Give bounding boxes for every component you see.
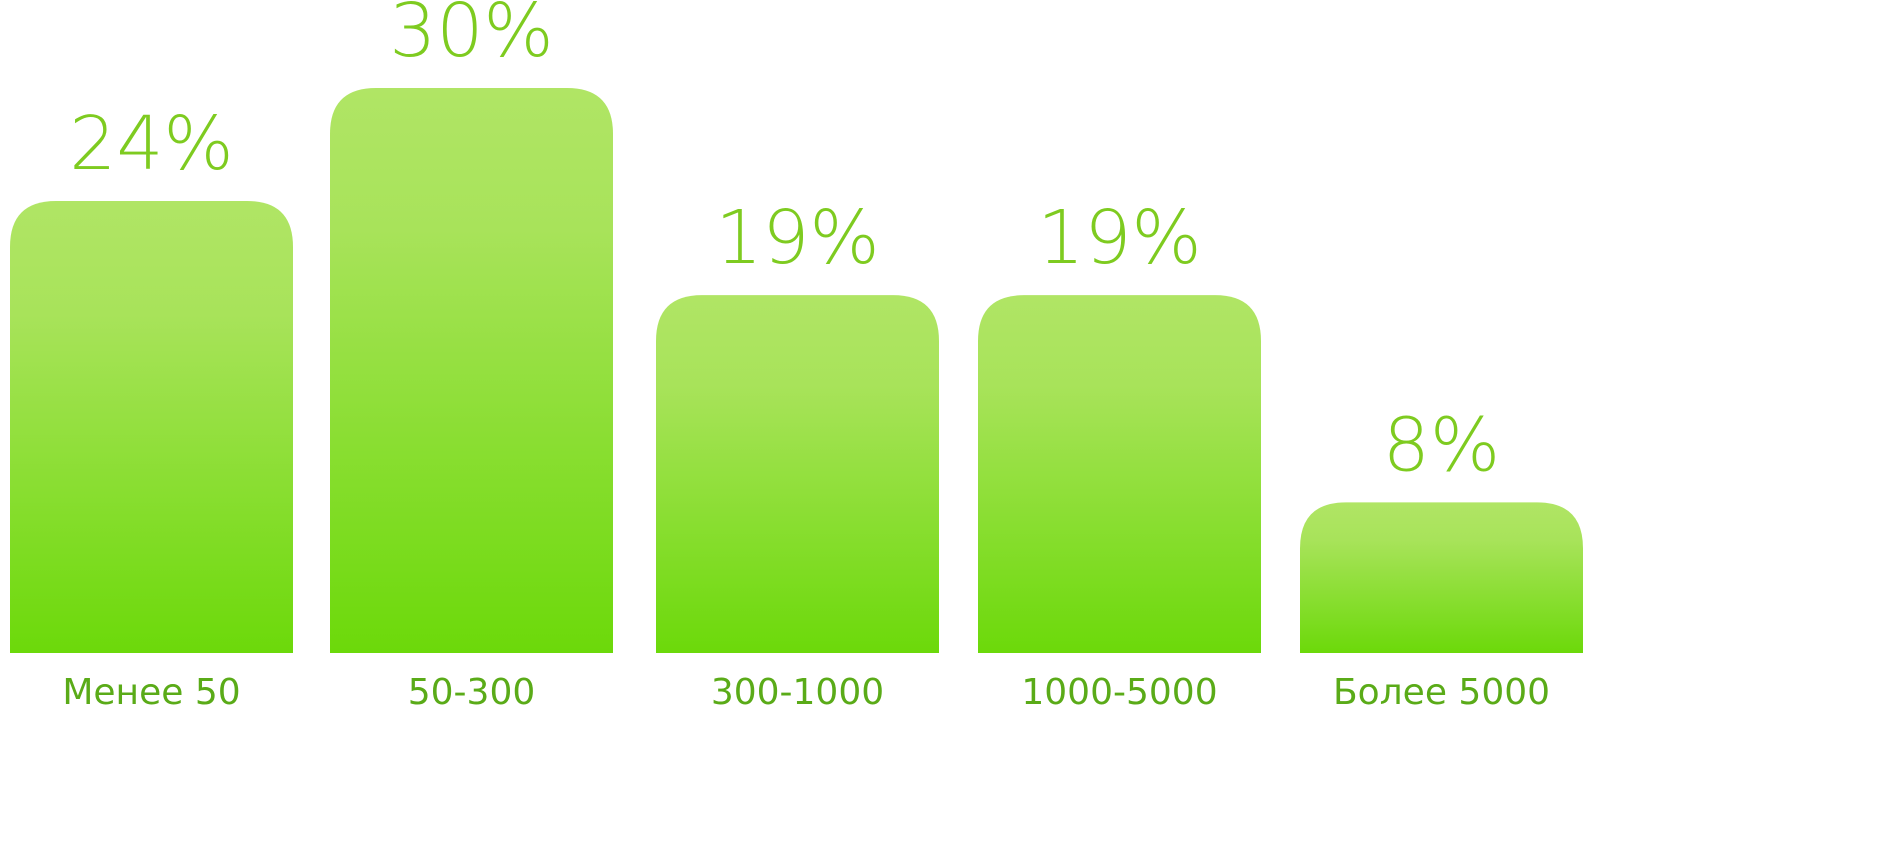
data-label-2: 30% bbox=[389, 0, 553, 74]
data-label-1: 24% bbox=[69, 101, 233, 187]
category-label-3: 300-1000 bbox=[711, 672, 884, 713]
category-labels-group: Менее 50 50-300 300-1000 1000-5000 Более 500… bbox=[62, 672, 1550, 713]
category-label-1: Менее 50 bbox=[62, 672, 240, 713]
bar-2 bbox=[330, 88, 613, 653]
bar-3 bbox=[656, 295, 939, 653]
data-label-5: 8% bbox=[1383, 402, 1500, 488]
value-labels-group: 24% 30% 19% 19% 8% bbox=[69, 0, 1500, 488]
data-label-4: 19% bbox=[1037, 195, 1201, 281]
category-label-4: 1000-5000 bbox=[1021, 672, 1217, 713]
data-label-3: 19% bbox=[715, 195, 879, 281]
bar-4 bbox=[978, 295, 1261, 653]
bars-group bbox=[10, 88, 1583, 653]
category-label-5: Более 5000 bbox=[1333, 672, 1550, 713]
bar-1 bbox=[10, 201, 293, 653]
bar-5 bbox=[1300, 502, 1583, 653]
category-label-2: 50-300 bbox=[408, 672, 536, 713]
